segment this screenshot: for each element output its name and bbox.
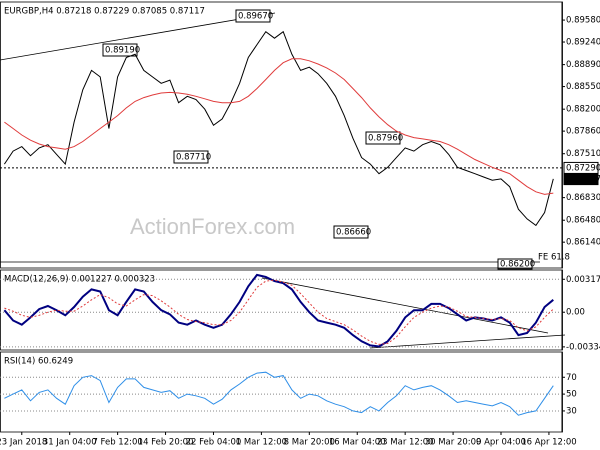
annotation-box (235, 9, 271, 23)
x-tick-label: 8 Mar 20:00 (284, 438, 335, 448)
panel-title: MACD(12,26,9) 0.001227 0.000323 (4, 275, 155, 285)
price-label: 0.87290 (566, 163, 600, 173)
x-tick-label: 1 Mar 12:00 (236, 438, 287, 448)
y-tick-label: 0.89240 (566, 38, 600, 48)
annotation: 0.89670 (238, 12, 273, 22)
watermark: ActionForex.com (130, 214, 295, 239)
y-tick-label: 0.88890 (566, 60, 600, 70)
annotation-box (333, 225, 369, 239)
y-tick-label: 0.86830 (566, 193, 600, 203)
y-tick-label: 50 (566, 390, 577, 400)
annotation: 0.89190 (105, 46, 140, 56)
y-tick-label: 30 (566, 406, 577, 416)
x-tick-label: 31 Jan 04:00 (43, 438, 97, 448)
annotation: 0.86200 (500, 260, 535, 270)
series-line (4, 279, 554, 345)
series-line (3, 30, 554, 227)
annotation: FE 61.8 (538, 253, 570, 263)
y-tick-label: 0.87510 (566, 149, 600, 159)
x-tick-label: 23 Mar 12:00 (377, 438, 434, 448)
panel-title: RSI(14) 60.6249 (4, 357, 73, 367)
y-tick-label: 70 (566, 373, 577, 383)
annotation-box (365, 131, 401, 145)
x-tick-label: 23 Jan 2018 (0, 438, 47, 448)
macd-trend-line (261, 277, 549, 334)
trend-line (0, 12, 276, 61)
x-tick-label: 9 Apr 04:00 (476, 438, 526, 448)
y-tick-label: 0.88550 (566, 82, 600, 92)
x-tick-label: 30 Mar 20:00 (425, 438, 482, 448)
y-tick-label: -0.00334 (566, 342, 600, 352)
y-tick-label: 0.86480 (566, 216, 600, 226)
macd-trend-line (369, 334, 566, 349)
series-line (4, 371, 554, 416)
y-tick-label: 0.003177 (566, 275, 600, 285)
x-tick-label: 14 Feb 20:00 (138, 438, 194, 448)
annotation-box (497, 258, 533, 270)
y-tick-label: 0.88200 (566, 105, 600, 115)
panel-title: EURGBP,H4 0.87218 0.87229 0.87085 0.8711… (4, 7, 205, 17)
annotation-box (102, 43, 138, 57)
annotation: 0.87710 (176, 153, 211, 163)
y-tick-label: 0.86140 (566, 238, 600, 248)
x-tick-label: 16 Apr 12:00 (521, 438, 576, 448)
annotation: 0.87960 (368, 134, 403, 144)
series-line (4, 58, 554, 195)
annotation: 0.86660 (336, 228, 371, 238)
y-tick-label: 0.00 (566, 308, 585, 318)
price-label: 0.87117 (566, 175, 600, 185)
series-line (3, 273, 554, 348)
annotation-box (173, 150, 209, 164)
x-tick-label: 7 Feb 12:00 (92, 438, 142, 448)
price-box (563, 173, 599, 186)
x-tick-label: 16 Mar 04:00 (329, 438, 386, 448)
panel-frame (0, 351, 563, 433)
annotations: 0.89670 0.89190 0.87710 0.87960 0.86660 … (102, 9, 570, 270)
y-tick-label: 0.87860 (566, 127, 600, 137)
y-tick-label: 0.89580 (566, 16, 600, 26)
x-tick-label: 22 Feb 04:00 (186, 438, 242, 448)
